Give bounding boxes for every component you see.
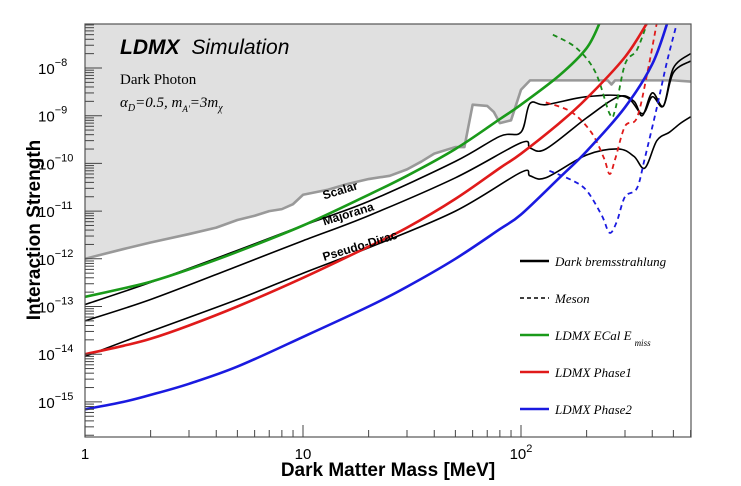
- mass-value: =3m: [190, 95, 219, 111]
- legend-label: Meson: [554, 291, 590, 306]
- y-tick-label: 10−8: [38, 57, 67, 78]
- legend-label-text: LDMX Phase1: [554, 365, 632, 380]
- legend-label: Dark bremsstrahlung: [554, 254, 667, 269]
- legend-entry: Dark bremsstrahlung: [520, 254, 667, 269]
- y-tick-label-exponent: −8: [55, 57, 68, 69]
- series-pseudo-dirac-meson: [549, 24, 678, 234]
- y-tick-label-exponent: −12: [55, 248, 74, 260]
- legend-entry: LDMX Phase1: [520, 365, 632, 380]
- chart-parameters: αD=0.5, mA'=3mχ: [120, 95, 223, 114]
- x-tick-label-base: 1: [81, 446, 89, 463]
- x-tick-label-exponent: 2: [526, 443, 532, 455]
- y-tick-label-exponent: −13: [55, 296, 74, 308]
- y-tick-label-base: 10: [38, 61, 55, 78]
- x-tick-label: 1: [81, 446, 89, 463]
- chart-title-bold: LDMX: [120, 36, 181, 59]
- y-tick-label: 10−15: [38, 391, 73, 412]
- x-tick-label: 10: [295, 446, 312, 463]
- mass-subscript: A': [181, 104, 190, 114]
- legend-entry: LDMX Phase2: [520, 402, 632, 417]
- y-tick-label-base: 10: [38, 395, 55, 412]
- y-tick-label-exponent: −11: [55, 200, 73, 212]
- x-tick-label: 102: [510, 443, 533, 463]
- axis-ticks: [84, 24, 692, 437]
- y-tick-label-base: 10: [38, 109, 55, 126]
- y-tick-label: 10−14: [38, 343, 73, 364]
- mass-symbol: m: [171, 95, 182, 111]
- series-pseudo-dirac: [85, 116, 691, 358]
- y-tick-label-base: 10: [38, 156, 55, 173]
- y-tick-label-exponent: −15: [55, 391, 74, 403]
- series-majorana: [85, 60, 691, 322]
- legend-label-text: Dark bremsstrahlung: [554, 254, 667, 269]
- x-tick-label-base: 10: [295, 446, 312, 463]
- y-tick-label-base: 10: [38, 300, 55, 317]
- legend-label-subscript: miss: [635, 338, 652, 348]
- series-ldmx-phase1: [85, 24, 648, 356]
- y-tick-label: 10−13: [38, 296, 73, 317]
- legend-label: LDMX Phase1: [554, 365, 632, 380]
- series-layer: [85, 24, 691, 411]
- y-tick-label-base: 10: [38, 204, 55, 221]
- y-tick-label-base: 10: [38, 252, 55, 269]
- y-tick-label: 10−12: [38, 248, 73, 269]
- y-tick-label: 10−9: [38, 105, 67, 126]
- alpha-value: =0.5,: [135, 95, 171, 111]
- excluded-region-layer: [85, 24, 691, 261]
- legend-entry: Meson: [520, 291, 590, 306]
- x-axis-title: Dark Matter Mass [MeV]: [281, 460, 495, 481]
- alpha-symbol: α: [120, 95, 129, 111]
- series-ldmx-phase2: [85, 24, 669, 411]
- alpha-subscript: D: [127, 103, 136, 114]
- y-tick-label: 10−10: [38, 152, 73, 173]
- series-scalar-meson: [552, 24, 648, 119]
- legend-label-text: LDMX ECal E: [554, 328, 632, 343]
- axis-tick-labels: 1 10 10210−1510−1410−1310−1210−1110−1010−9…: [38, 57, 532, 463]
- curve-label-pseudo-dirac: Pseudo-Dirac: [321, 228, 399, 264]
- y-tick-label-exponent: −10: [55, 152, 74, 164]
- chi-subscript: χ: [217, 103, 223, 114]
- y-tick-label: 10−11: [38, 200, 73, 221]
- series-ldmx-ecal-e-miss: [85, 24, 601, 299]
- legend-label-text: LDMX Phase2: [554, 402, 632, 417]
- y-tick-label-exponent: −9: [55, 105, 68, 117]
- chart-title-rest: Simulation: [191, 36, 289, 59]
- legend-label: LDMX Phase2: [554, 402, 632, 417]
- excluded-region-fill: [85, 24, 691, 259]
- chart-title: LDMX Simulation: [120, 36, 289, 59]
- y-tick-label-exponent: −14: [55, 343, 74, 355]
- x-tick-label-base: 10: [510, 446, 527, 463]
- y-tick-label-base: 10: [38, 347, 55, 364]
- chart-subtitle: Dark Photon: [120, 72, 197, 88]
- y-axis-title: Interaction Strength: [24, 140, 45, 321]
- legend-label-text: Meson: [554, 291, 590, 306]
